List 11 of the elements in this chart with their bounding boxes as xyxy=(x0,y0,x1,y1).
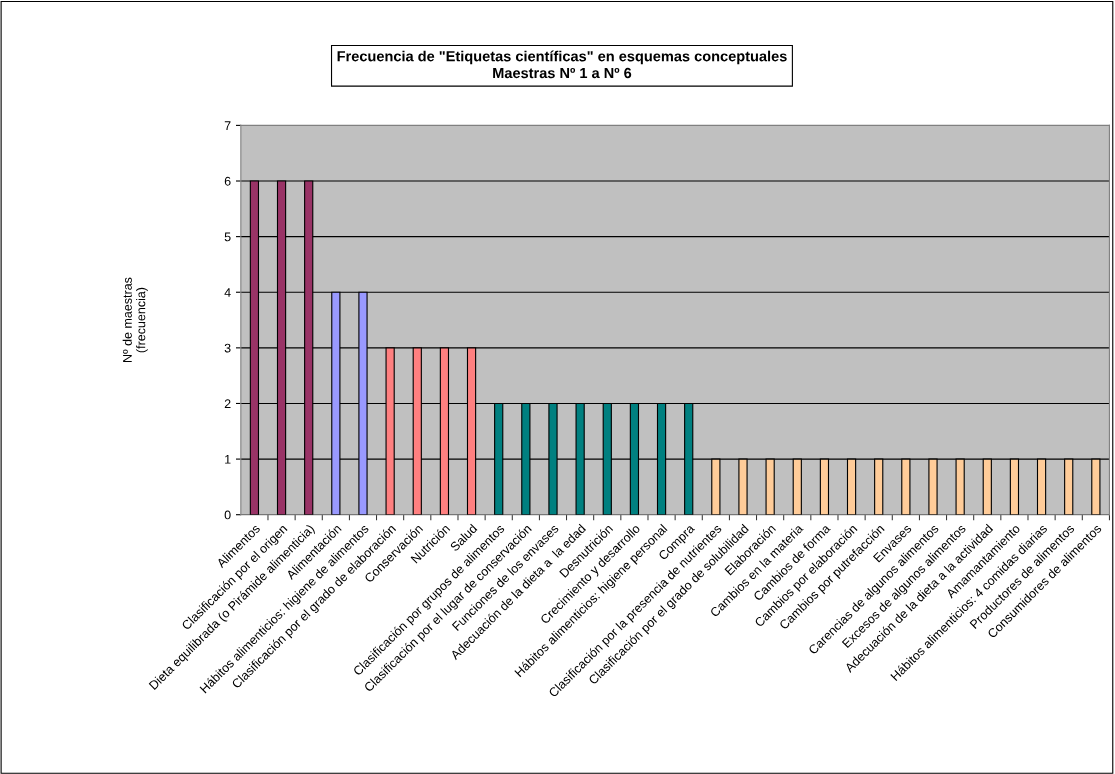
y-tick-label: 1 xyxy=(225,455,231,464)
y-tick-label: 0 xyxy=(224,510,231,520)
y-tick-label: 2 xyxy=(224,399,231,408)
y-tick-label: 4 xyxy=(224,288,231,297)
y-tick-label: 5 xyxy=(224,232,231,242)
chart-subtitle: Maestras Nº 1 a Nº 6 xyxy=(493,67,632,79)
y-axis-title: Nº de maestras (frecuencia) xyxy=(122,277,148,362)
y-tick-label: 3 xyxy=(224,343,231,353)
y-tick-label: 7 xyxy=(224,121,231,130)
y-tick-label: 6 xyxy=(224,176,231,186)
chart-title: Frecuencia de "Etiquetas científicas" en esquemas conceptuales xyxy=(337,50,787,65)
